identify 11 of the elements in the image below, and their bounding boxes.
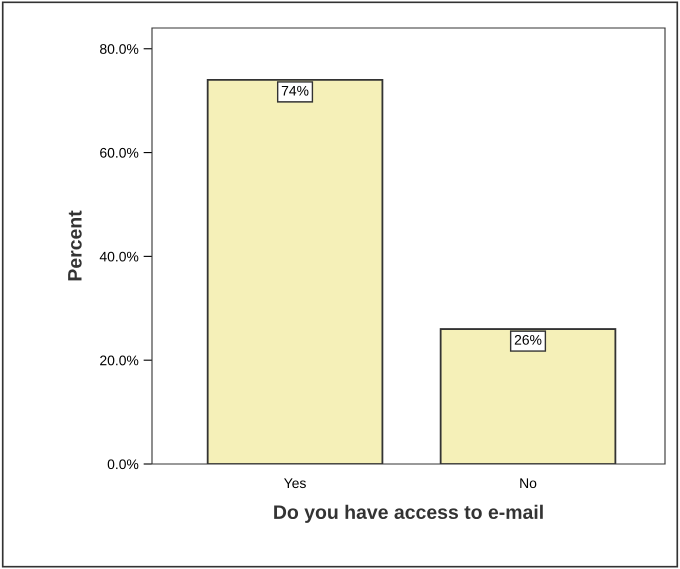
data-label: 26% bbox=[514, 334, 542, 345]
y-tick-label: 0.0% bbox=[108, 459, 138, 470]
y-tick-label: 40.0% bbox=[100, 252, 138, 262]
x-tick-label: No bbox=[520, 478, 536, 488]
x-axis-title: Do you have access to e-mail bbox=[274, 504, 543, 523]
y-tick-label: 20.0% bbox=[100, 356, 138, 366]
y-tick-label: 60.0% bbox=[100, 148, 138, 158]
y-tick-label: 80.0% bbox=[100, 44, 138, 54]
data-label: 74% bbox=[282, 86, 308, 96]
x-tick-label: Yes bbox=[284, 478, 306, 488]
y-axis-title: Percent bbox=[68, 210, 82, 280]
